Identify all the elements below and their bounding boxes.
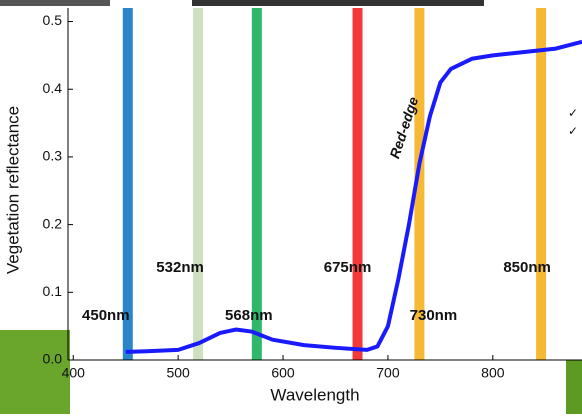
x-tick-label: 500	[166, 365, 190, 381]
page: Wavelength Vegetation reflectance 0.0 0.1…	[0, 0, 582, 419]
band-label: 675nm	[324, 259, 372, 276]
wavelength-band	[536, 8, 546, 360]
y-tick-label: 0.4	[43, 80, 63, 96]
y-tick-label: 0.1	[43, 283, 63, 299]
chart: Wavelength Vegetation reflectance 0.0 0.1…	[0, 0, 582, 414]
y-tick-label: 0.3	[43, 148, 63, 164]
slide-image-strip	[192, 0, 484, 6]
check-mark: ✓	[568, 106, 578, 120]
x-tick-label: 600	[271, 365, 295, 381]
y-axis-label: Vegetation reflectance	[3, 106, 22, 274]
y-tick-label: 0.0	[43, 351, 63, 367]
slide-image-strip	[0, 0, 110, 6]
slide-decoration	[566, 360, 582, 414]
x-axis-label: Wavelength	[270, 385, 359, 404]
x-tick-label: 400	[62, 365, 86, 381]
background	[0, 0, 582, 414]
y-tick-label: 0.2	[43, 215, 63, 231]
x-tick-label: 700	[376, 365, 400, 381]
band-label: 532nm	[156, 259, 204, 276]
band-label: 450nm	[82, 307, 130, 324]
slide-decoration	[0, 330, 70, 414]
wavelength-band	[193, 8, 203, 360]
check-mark: ✓	[568, 124, 578, 138]
band-label: 568nm	[225, 307, 273, 324]
band-label: 730nm	[410, 307, 458, 324]
wavelength-band	[353, 8, 363, 360]
x-tick-label: 800	[481, 365, 505, 381]
y-tick-label: 0.5	[43, 12, 63, 28]
band-label: 850nm	[503, 259, 551, 276]
